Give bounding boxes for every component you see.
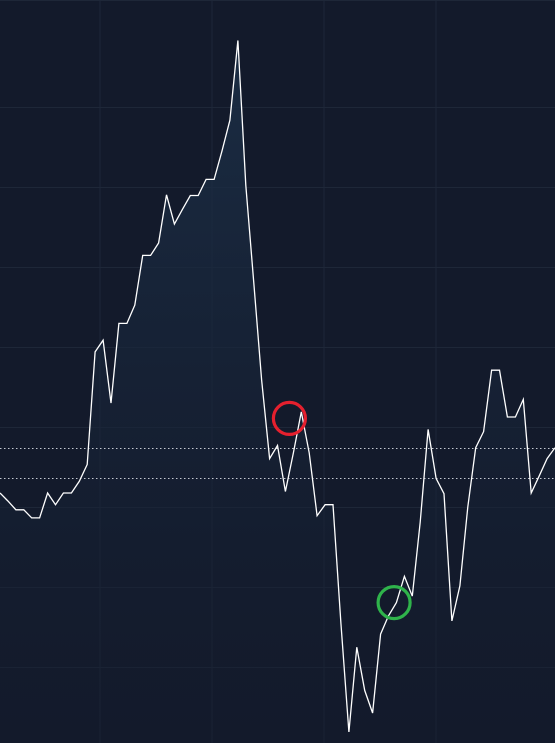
annotations xyxy=(271,400,412,621)
series-area xyxy=(0,40,555,743)
series-lines xyxy=(0,40,555,733)
series-line xyxy=(0,40,555,733)
annotation-circle xyxy=(271,400,307,436)
area-fill xyxy=(0,40,555,743)
annotation-circle xyxy=(376,584,412,621)
